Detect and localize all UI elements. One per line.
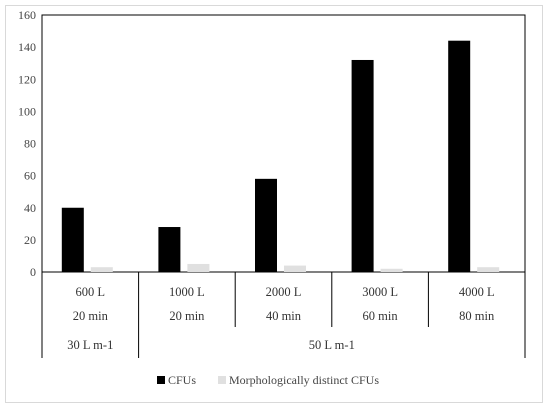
y-tick-label: 0 — [30, 265, 36, 279]
legend-label: CFUs — [168, 373, 196, 387]
y-tick-label: 120 — [18, 72, 36, 86]
plot-area — [41, 14, 526, 273]
category-volume-label: 600 L — [76, 285, 106, 299]
y-tick-label: 100 — [18, 104, 36, 118]
y-tick-label: 80 — [24, 137, 36, 151]
category-table: 600 L 20 min 1000 L 20 min 2000 L 40 min 3000 … — [41, 272, 526, 358]
legend-swatch — [218, 376, 226, 384]
category-volume-label: 1000 L — [169, 285, 205, 299]
y-tick-label: 20 — [24, 233, 36, 247]
bar-distinct-cfus — [187, 263, 210, 272]
category-time-label: 20 min — [73, 309, 109, 323]
y-tick-label: 140 — [18, 40, 36, 54]
flow-group-label: 50 L m-1 — [309, 338, 355, 352]
legend-swatch — [157, 376, 165, 384]
category-volume-label: 3000 L — [362, 285, 398, 299]
bar-cfus — [158, 227, 181, 272]
y-axis-ticks: 0 20 40 60 80 100 120 140 160 — [18, 8, 36, 279]
bar-distinct-cfus — [477, 267, 500, 272]
legend-label: Morphologically distinct CFUs — [229, 373, 379, 387]
legend: CFUs Morphologically distinct CFUs — [157, 373, 379, 387]
bar-cfus — [61, 207, 84, 272]
category-time-label: 20 min — [169, 309, 205, 323]
category-time-label: 60 min — [363, 309, 399, 323]
category-time-label: 40 min — [266, 309, 302, 323]
category-time-label: 80 min — [459, 309, 495, 323]
bar-distinct-cfus — [90, 267, 113, 272]
bar-cfus — [448, 40, 471, 273]
category-volume-label: 2000 L — [266, 285, 302, 299]
y-tick-label: 160 — [18, 8, 36, 22]
y-tick-label: 40 — [24, 201, 36, 215]
plot-border — [41, 14, 526, 273]
y-tick-label: 60 — [24, 169, 36, 183]
bars — [61, 40, 500, 273]
bar-distinct-cfus — [284, 265, 306, 272]
category-volume-label: 4000 L — [459, 285, 495, 299]
flow-group-label: 30 L m-1 — [67, 338, 113, 352]
bar-distinct-cfus — [380, 268, 403, 272]
bar-cfus — [255, 178, 277, 272]
bar-cfus — [351, 59, 374, 272]
